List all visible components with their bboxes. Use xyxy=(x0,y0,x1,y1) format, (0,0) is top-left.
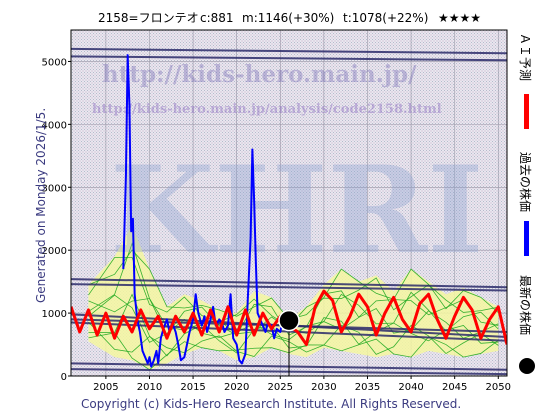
legend-ai-forecast: ＡＩ予測 xyxy=(518,33,532,129)
y-tick-label-0: 0 xyxy=(61,372,67,383)
x-tick-label-3: 2020 xyxy=(224,382,249,393)
legend-latest-price: 最新の株価 xyxy=(518,275,535,374)
header-rating: ★★★★ xyxy=(438,11,481,25)
plot-frame xyxy=(70,29,508,377)
trend-line-3 xyxy=(71,283,507,292)
generated-label: Generated on Monday 2026/1/5. xyxy=(34,108,48,303)
legend-latest-price-label: 最新の株価 xyxy=(518,275,533,335)
x-tick-label-0: 2005 xyxy=(93,382,118,393)
legend-ai-forecast-label: ＡＩ予測 xyxy=(518,33,532,81)
trend-line-0 xyxy=(71,47,507,55)
y-tick-label-3: 3000 xyxy=(42,183,67,194)
x-tick-label-4: 2025 xyxy=(268,382,293,393)
copyright: Copyright (c) Kids-Hero Research Institu… xyxy=(81,397,461,411)
latest-price-marker xyxy=(278,309,300,332)
legend-latest-price-marker xyxy=(519,358,535,374)
legend-past-price-label: 過去の株価 xyxy=(518,152,533,212)
y-tick-label-4: 4000 xyxy=(42,120,67,131)
x-tick-label-8: 2045 xyxy=(442,382,467,393)
x-tick-label-5: 2030 xyxy=(311,382,336,393)
forecast-band-line-2 xyxy=(88,293,499,357)
watermark-url-analysis: http://kids-hero.main.jp/analysis/code21… xyxy=(92,102,442,117)
y-tick-label-5: 5000 xyxy=(42,57,67,68)
x-tick-label-6: 2035 xyxy=(355,382,380,393)
forecast-band-area xyxy=(88,225,499,370)
x-tick-label-7: 2040 xyxy=(398,382,423,393)
y-tick-label-1: 1000 xyxy=(42,309,67,320)
legend-past-price: 過去の株価 xyxy=(518,152,533,256)
y-tick-label-2: 2000 xyxy=(42,246,67,257)
latest-marker-group xyxy=(278,309,300,376)
x-tick-label-1: 2010 xyxy=(137,382,162,393)
watermark-khri: KHRI xyxy=(110,140,484,281)
header-code-name: 2158=フロンテオ xyxy=(98,11,199,25)
trend-line-2 xyxy=(71,278,507,289)
watermark-url-main: http://kids-hero.main.jp/ xyxy=(102,61,417,88)
past-price-line xyxy=(122,54,290,368)
x-tick-label-2: 2015 xyxy=(180,382,205,393)
header-target: t:1078(+22%) xyxy=(343,11,428,25)
axis-ticks: 2005 2010 2015 2020 2025 2030 2035 2040 2045 2050… xyxy=(42,57,511,393)
legend-past-price-swatch xyxy=(524,221,529,256)
legend-ai-forecast-swatch xyxy=(524,94,529,129)
trend-line-1 xyxy=(71,55,507,62)
header-max: m:1146(+30%) xyxy=(242,11,334,25)
header-current: c:881 xyxy=(200,11,234,25)
x-tick-label-9: 2050 xyxy=(486,382,511,393)
